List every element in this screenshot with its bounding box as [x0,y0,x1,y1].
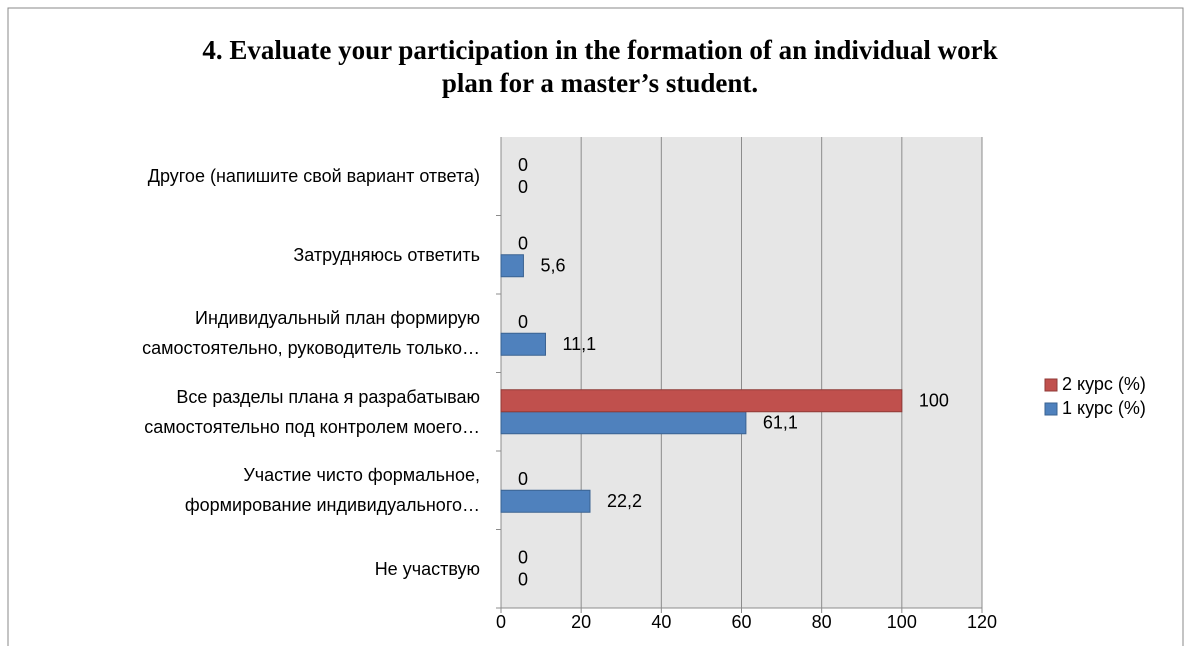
y-tick-label: Индивидуальный план формирую самостоятел… [142,308,480,359]
x-tick-label: 80 [812,612,832,632]
x-tick-label: 120 [967,612,997,632]
data-label: 11,1 [562,334,596,354]
y-tick-label: Затрудняюсь ответить [293,244,480,265]
legend-swatch [1044,378,1058,392]
chart-frame [7,7,1184,646]
data-label: 0 [518,312,528,332]
legend-label: 2 курс (%) [1062,374,1146,394]
chart-title: 4. Evaluate your participation in the fo… [202,35,998,98]
data-label: 0 [518,177,528,197]
bar [500,489,591,513]
y-tick-label: Все разделы плана я разрабатываю самосто… [144,386,480,437]
data-label: 5,6 [540,256,565,276]
legend-swatch [1044,402,1058,416]
data-label: 0 [518,469,528,489]
x-tick-label: 100 [887,612,917,632]
data-label: 0 [518,570,528,590]
y-tick-label: Не участвую [374,558,480,579]
data-label: 0 [518,548,528,568]
bar [500,411,747,435]
x-tick-label: 40 [651,612,671,632]
legend-label: 1 курс (%) [1062,398,1146,418]
y-tick-label: Другое (напишите свой вариант ответа) [147,166,480,187]
x-tick-label: 60 [731,612,751,632]
x-tick-label: 0 [496,612,506,632]
bar [500,254,524,278]
bar [500,389,903,413]
data-label: 0 [518,155,528,175]
x-tick-label: 20 [571,612,591,632]
bar [500,332,546,356]
data-label: 100 [919,391,949,411]
y-tick-label: Участие чисто формальное, формирование и… [184,465,480,516]
data-label: 22,2 [607,491,642,511]
data-label: 61,1 [763,413,798,433]
data-label: 0 [518,234,528,254]
